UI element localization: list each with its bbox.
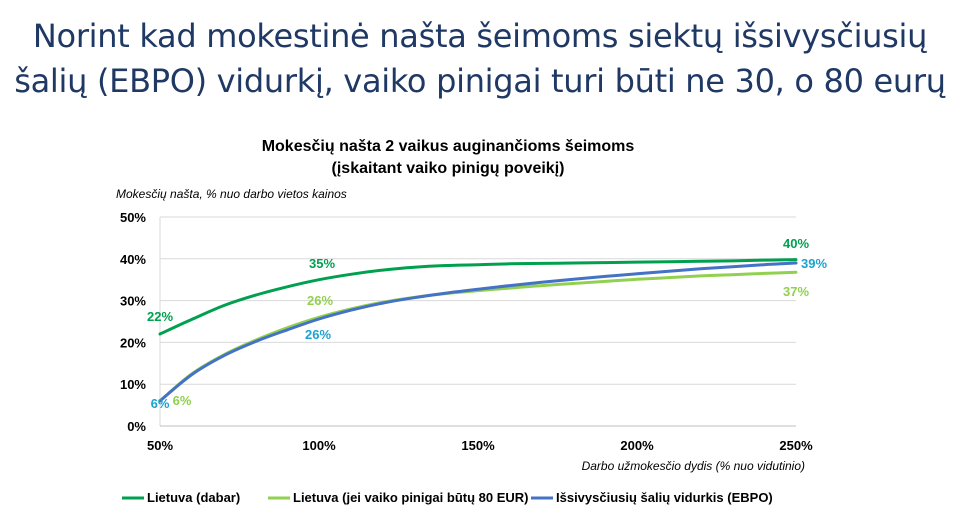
y-tick-label: 50%	[120, 210, 146, 225]
y-tick-label: 30%	[120, 294, 146, 309]
series-line-lithuania-80eur	[158, 270, 798, 403]
x-tick-label: 200%	[620, 438, 654, 453]
series-line-oecd-average	[158, 261, 798, 403]
data-label: 22%	[147, 309, 173, 324]
legend-label: Išsivysčiusių šalių vidurkis (EBPO)	[556, 490, 773, 505]
x-axis-label: Darbo užmokesčio dydis (% nuo vidutinio)	[582, 459, 805, 473]
y-tick-label: 20%	[120, 335, 146, 350]
y-tick-label: 0%	[127, 419, 146, 434]
chart-title-line-2: (įskaitant vaiko pinigų poveikį)	[332, 160, 565, 177]
data-label: 37%	[783, 284, 809, 299]
data-label: 35%	[309, 256, 335, 271]
data-label: 6%	[173, 393, 192, 408]
series-line-lithuania-current	[158, 258, 798, 336]
data-label: 26%	[305, 327, 331, 342]
x-tick-label: 150%	[461, 438, 495, 453]
x-tick-label: 250%	[779, 438, 813, 453]
x-tick-label: 50%	[147, 438, 173, 453]
data-label: 40%	[783, 236, 809, 251]
headline-line-2: šalių (EBPO) vidurkį, vaiko pinigai turi…	[14, 62, 946, 100]
y-axis-label: Mokesčių našta, % nuo darbo vietos kaino…	[116, 187, 347, 201]
y-tick-label: 40%	[120, 252, 146, 267]
data-label: 26%	[307, 293, 333, 308]
data-label: 6%	[151, 396, 170, 411]
legend-label: Lietuva (dabar)	[147, 490, 240, 505]
chart-title-line-1: Mokesčių našta 2 vaikus auginančioms šei…	[262, 138, 635, 155]
legend-label: Lietuva (jei vaiko pinigai būtų 80 EUR)	[293, 490, 529, 505]
headline-line-1: Norint kad mokestinė našta šeimoms siekt…	[32, 17, 928, 55]
y-tick-label: 10%	[120, 377, 146, 392]
data-label: 39%	[801, 256, 827, 271]
slide-headline: Norint kad mokestinė našta šeimoms siekt…	[0, 14, 960, 104]
x-tick-label: 100%	[302, 438, 336, 453]
